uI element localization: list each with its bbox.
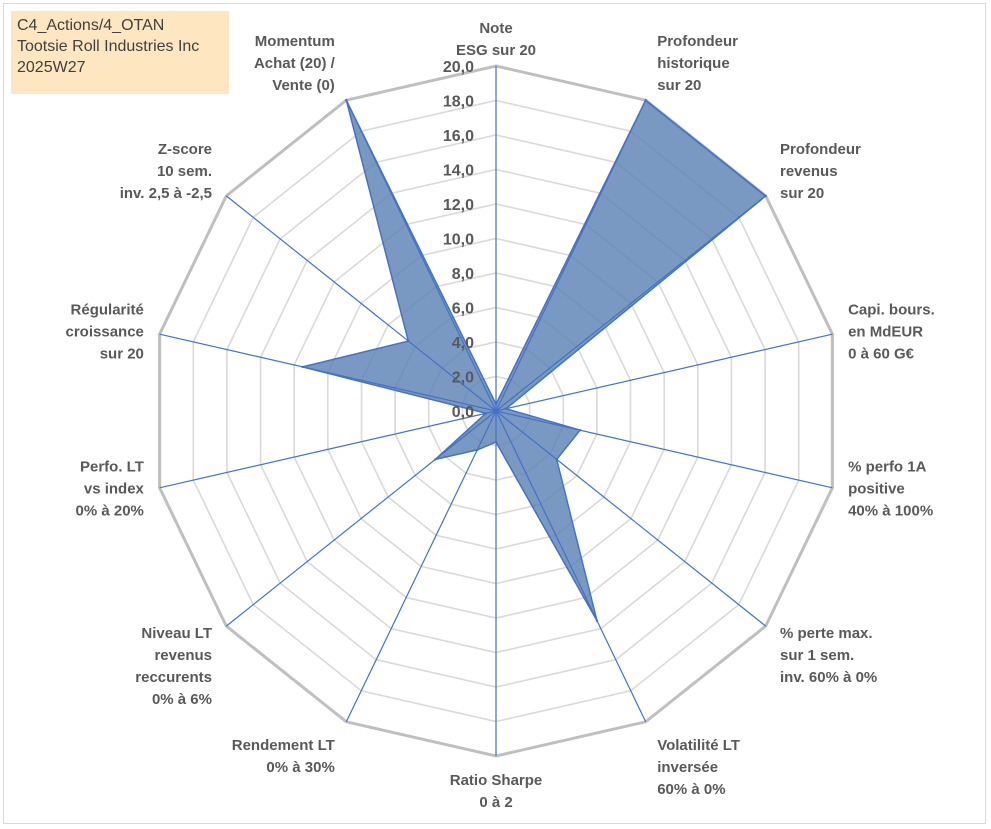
info-box: C4_Actions/4_OTAN Tootsie Roll Industrie…	[11, 11, 229, 94]
tick-label: 8,0	[452, 266, 474, 283]
tick-label: 20,0	[443, 59, 474, 76]
category-label: Note ESG sur 20	[456, 20, 536, 59]
tick-label: 18,0	[443, 94, 474, 111]
radar-spoke	[495, 99, 647, 412]
radar-spokes	[159, 66, 833, 756]
category-label: Profondeur revenus sur 20	[780, 141, 861, 202]
info-line-1: C4_Actions/4_OTAN	[17, 17, 165, 34]
radar-spoke	[495, 195, 767, 412]
tick-label: 10,0	[443, 232, 474, 249]
tick-label: 12,0	[443, 197, 474, 214]
category-label: % perte max. sur 1 sem. inv. 60% à 0%	[780, 625, 877, 686]
tick-label: 6,0	[452, 301, 474, 318]
tick-label: 2,0	[452, 370, 474, 387]
category-label: Niveau LT revenus reccurents 0% à 6%	[135, 625, 212, 708]
category-labels: Note ESG sur 20 Profondeur historique sur 20…	[66, 20, 935, 811]
category-label: Z-score 10 sem. inv. 2,5 à -2,5	[120, 141, 212, 202]
category-label: Rendement LT 0% à 30%	[232, 737, 335, 776]
radial-tick-labels: 0,0 2,0 4,0 6,0 8,0 10,0 12,0 14,0 16,0 18,0 20,0	[443, 59, 474, 421]
radar-spoke	[495, 410, 833, 489]
info-line-2: Tootsie Roll Industries Inc	[17, 38, 200, 55]
category-label: % perfo 1A positive 40% à 100%	[848, 459, 933, 520]
radar-spoke	[495, 410, 767, 627]
category-label: Profondeur historique sur 20	[657, 33, 738, 94]
radar-spoke	[495, 333, 833, 412]
category-label: Perfo. LT vs index 0% à 20%	[76, 459, 145, 520]
radar-spoke	[345, 410, 497, 723]
radar-spoke	[345, 99, 497, 412]
tick-label: 0,0	[452, 404, 474, 421]
category-label: Capi. bours. en MdEUR 0 à 60 G€	[848, 302, 935, 363]
info-line-3: 2025W27	[17, 59, 86, 76]
tick-label: 16,0	[443, 128, 474, 145]
tick-label: 4,0	[452, 335, 474, 352]
category-label: Ratio Sharpe 0 à 2	[450, 772, 543, 811]
radar-spoke	[495, 410, 647, 723]
category-label: Volatilité LT inversée 60% à 0%	[657, 737, 740, 798]
radar-spoke	[159, 333, 497, 412]
radar-spoke	[225, 195, 497, 412]
radar-spoke	[159, 410, 497, 489]
category-label: Momentum Achat (20) / Vente (0)	[254, 33, 336, 94]
radar-spoke	[225, 410, 497, 627]
tick-label: 14,0	[443, 163, 474, 180]
category-label: Régularité croissance sur 20	[66, 302, 144, 363]
